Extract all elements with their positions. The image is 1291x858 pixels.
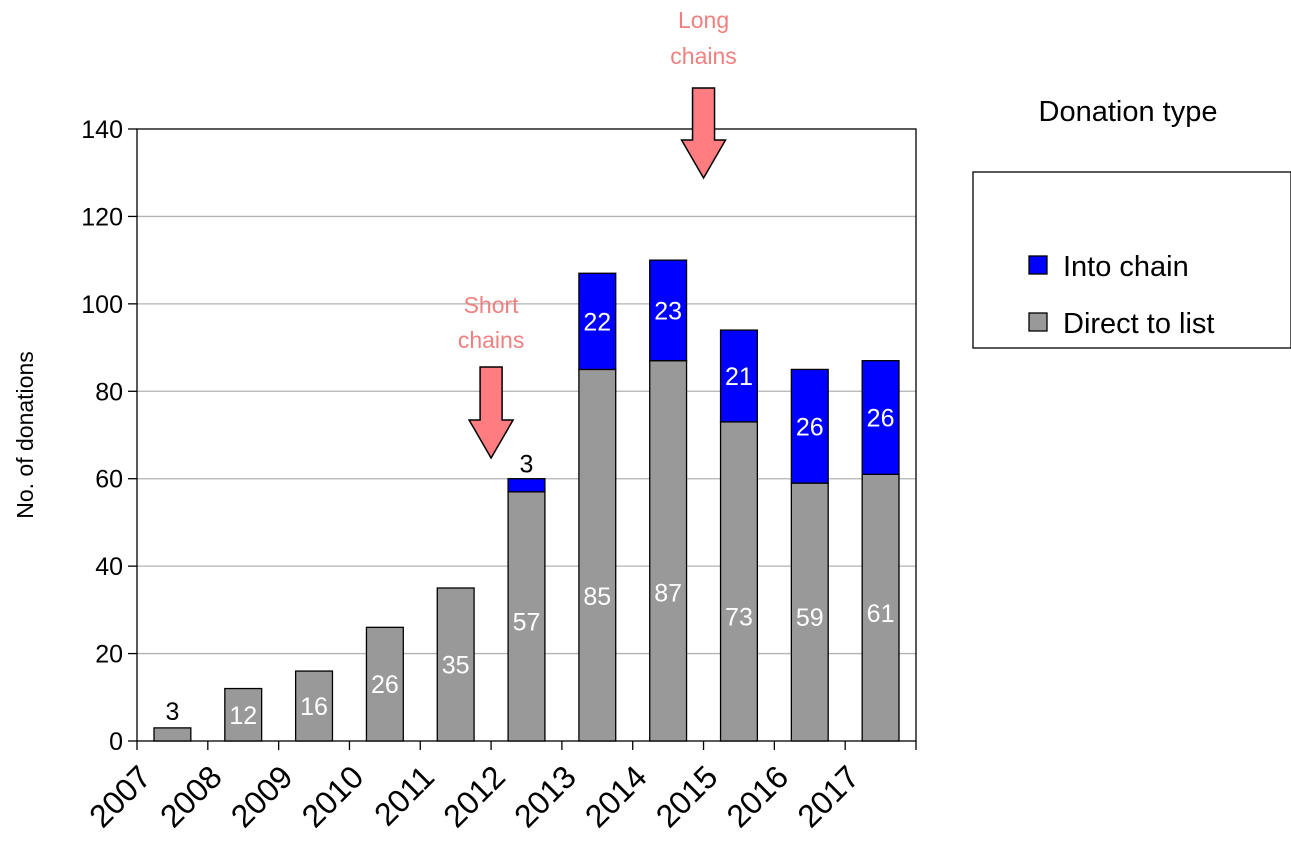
data-label: 85 [583, 583, 611, 611]
annotation-text: Short [464, 292, 520, 318]
data-label: 35 [442, 652, 470, 680]
data-label: 26 [371, 671, 399, 699]
data-label: 23 [654, 297, 682, 325]
bar-into-chain [861, 360, 900, 475]
x-tick-label: 2017 [790, 758, 866, 834]
y-tick-label: 140 [81, 116, 123, 144]
legend-label: Into chain [1063, 251, 1189, 283]
bar-direct-to-list [790, 482, 829, 742]
bar-into-chain [790, 368, 829, 484]
x-tick-label: 2013 [507, 758, 583, 834]
legend: Donation type Into chain Direct to list [972, 96, 1291, 349]
data-label: 26 [796, 413, 824, 441]
y-tick-label: 60 [95, 466, 123, 494]
y-axis: 0 20 40 60 80 100 120 140 [81, 116, 137, 756]
bar-into-chain [719, 329, 759, 423]
annotation-arrow [467, 366, 515, 460]
data-label: 61 [867, 600, 895, 628]
data-label: 26 [867, 405, 895, 433]
data-label: 22 [583, 308, 611, 336]
data-label: 12 [229, 702, 257, 730]
annotation-arrow [680, 87, 727, 180]
x-axis: 2007200820092010201120122013201420152016… [82, 741, 917, 834]
legend-box [972, 171, 1291, 349]
bar-direct-to-list [649, 360, 688, 742]
bar-direct-to-list [719, 421, 759, 742]
data-label: 16 [300, 693, 328, 721]
x-tick-label: 2016 [720, 758, 796, 834]
x-tick-label: 2011 [367, 758, 441, 832]
bars: 3 12 16 26 35 57 3 85 22 87 23 73 21 59 26 61 26 [153, 259, 900, 742]
y-tick-label: 0 [109, 728, 123, 756]
data-label: 57 [513, 608, 541, 636]
legend-swatch [1028, 312, 1048, 332]
legend-label: Direct to list [1063, 308, 1214, 340]
annotations: Short chains Long chains [458, 7, 737, 460]
x-tick-label: 2010 [295, 758, 371, 834]
bar-direct-to-list [365, 626, 404, 742]
y-tick-label: 20 [95, 641, 123, 669]
annotation-text: chains [670, 43, 736, 69]
legend-swatch [1028, 255, 1048, 275]
bar-direct-to-list [294, 670, 334, 742]
y-axis-label: No. of donations [12, 351, 38, 519]
bar-direct-to-list [224, 687, 263, 742]
data-label: 3 [520, 451, 534, 479]
bar-direct-to-list [507, 491, 546, 742]
data-label: 21 [725, 363, 753, 391]
y-tick-label: 100 [81, 291, 123, 319]
bar-direct-to-list [578, 368, 617, 742]
y-tick-label: 120 [81, 203, 123, 231]
x-tick-label: 2008 [153, 758, 229, 834]
bar-into-chain [578, 272, 617, 371]
x-tick-label: 2014 [578, 758, 654, 834]
annotation-text: Long [678, 7, 729, 33]
bar-into-chain [649, 259, 688, 362]
bar-direct-to-list [153, 727, 192, 742]
x-tick-label: 2015 [649, 758, 725, 834]
legend-items: Into chain Direct to list [1028, 251, 1214, 340]
bar-direct-to-list [436, 587, 475, 742]
data-label: 73 [725, 604, 753, 632]
y-tick-label: 80 [95, 378, 123, 406]
legend-title: Donation type [1039, 96, 1218, 128]
data-label: 87 [654, 580, 682, 608]
annotation-text: chains [458, 327, 524, 353]
x-tick-label: 2012 [436, 758, 512, 834]
x-tick-label: 2007 [82, 758, 158, 834]
data-label: 59 [796, 604, 824, 632]
bar-into-chain [507, 478, 546, 493]
x-tick-label: 2009 [224, 758, 300, 834]
data-label: 3 [165, 698, 179, 726]
y-tick-label: 40 [95, 553, 123, 581]
